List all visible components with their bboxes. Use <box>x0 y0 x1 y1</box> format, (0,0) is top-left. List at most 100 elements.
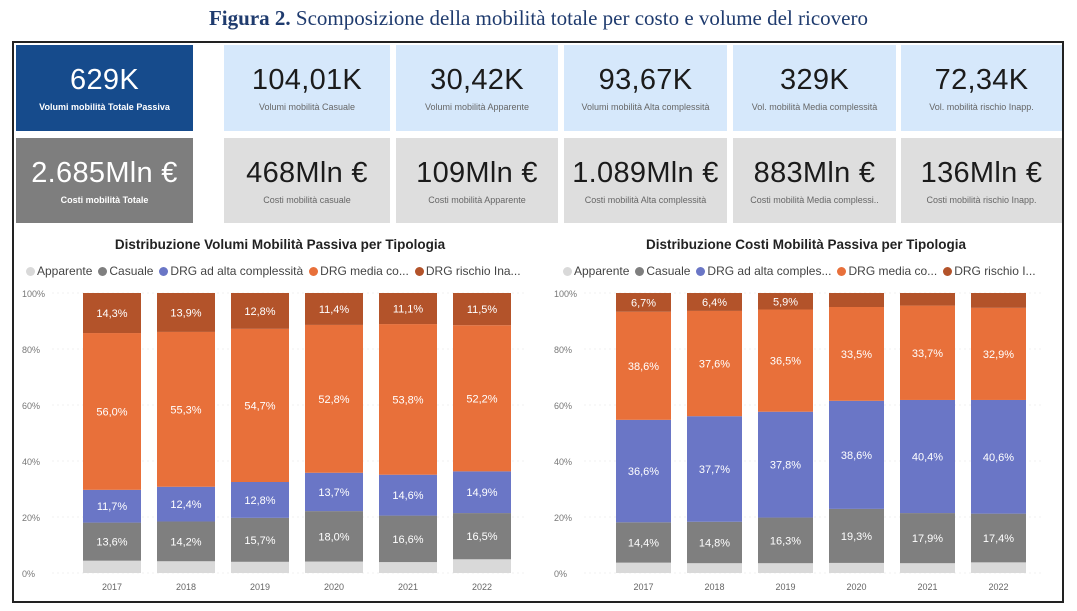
bar-segment-apparente[interactable] <box>231 561 289 573</box>
bar-segment-casuale[interactable] <box>971 513 1026 563</box>
bar-segment-drg-ad-alta-complessit[interactable] <box>453 471 511 514</box>
kpi-value: 883Mln € <box>753 156 876 189</box>
bar-segment-drg-rischio-ina[interactable] <box>305 293 363 325</box>
bar-segment-apparente[interactable] <box>305 561 363 573</box>
bar-segment-drg-media-co[interactable] <box>971 307 1026 400</box>
bar-segment-drg-rischio-ina[interactable] <box>83 293 141 334</box>
x-tick-label: 2019 <box>250 582 270 592</box>
bar-segment-drg-ad-alta-complessit[interactable] <box>305 472 363 512</box>
bar-segment-apparente[interactable] <box>157 561 215 573</box>
bar-segment-casuale[interactable] <box>305 511 363 562</box>
legend-marker-icon <box>837 266 847 276</box>
kpi-value: 468Mln € <box>246 156 368 189</box>
bar-segment-drg-ad-alta-comples[interactable] <box>616 419 671 523</box>
legend-item[interactable]: DRG ad alta comples... <box>696 264 831 278</box>
data-label: 36,5% <box>770 356 801 368</box>
bar-segment-casuale[interactable] <box>231 517 289 562</box>
legend-item[interactable]: DRG rischio I... <box>943 264 1036 278</box>
bar-segment-drg-rischio-i[interactable] <box>616 293 671 312</box>
bar-segment-apparente[interactable] <box>687 563 742 573</box>
bar-segment-drg-rischio-i[interactable] <box>758 293 813 310</box>
bar-segment-drg-rischio-i[interactable] <box>900 293 955 306</box>
x-tick-label: 2017 <box>633 582 653 592</box>
legend-item[interactable]: DRG media co... <box>837 264 937 278</box>
bar-segment-drg-ad-alta-comples[interactable] <box>829 400 884 509</box>
bar-segment-drg-ad-alta-comples[interactable] <box>900 399 955 514</box>
bar-segment-drg-rischio-ina[interactable] <box>231 293 289 329</box>
data-label: 38,6% <box>628 361 659 373</box>
bar-segment-drg-media-co[interactable] <box>616 311 671 420</box>
kpi-value: 104,01K <box>251 64 363 96</box>
bar-segment-casuale[interactable] <box>687 521 742 564</box>
data-label: 52,2% <box>466 393 497 405</box>
bar-segment-drg-ad-alta-complessit[interactable] <box>83 489 141 523</box>
figure-label: Figura 2. <box>208 6 291 30</box>
kpi-label: Costi mobilità Totale <box>60 194 149 205</box>
bar-segment-drg-media-co[interactable] <box>900 305 955 400</box>
bar-segment-apparente[interactable] <box>379 562 437 573</box>
legend-item[interactable]: DRG media co... <box>309 264 409 278</box>
data-label: 12,4% <box>170 499 201 511</box>
bar-segment-apparente[interactable] <box>971 562 1026 573</box>
legend-item[interactable]: DRG ad alta complessità <box>159 264 303 278</box>
legend-label: Apparente <box>574 264 630 278</box>
bar-segment-casuale[interactable] <box>900 513 955 564</box>
bar-segment-casuale[interactable] <box>758 517 813 564</box>
bar-segment-apparente[interactable] <box>616 562 671 573</box>
bar-segment-drg-rischio-i[interactable] <box>971 293 1026 308</box>
data-label: 32,9% <box>983 349 1014 361</box>
kpi-card-cost: 468Mln € Costi mobilità casuale <box>224 138 390 223</box>
bar-segment-drg-rischio-ina[interactable] <box>157 293 215 332</box>
legend-item[interactable]: Apparente <box>26 264 92 278</box>
bar-segment-casuale[interactable] <box>83 522 141 561</box>
legend-marker-icon <box>414 266 424 276</box>
legend-item[interactable]: Apparente <box>563 264 629 278</box>
bar-segment-casuale[interactable] <box>157 521 215 562</box>
legend-label: DRG media co... <box>848 264 938 278</box>
bar-segment-drg-ad-alta-comples[interactable] <box>971 399 1026 514</box>
bar-segment-drg-media-co[interactable] <box>231 328 289 482</box>
bar-segment-drg-ad-alta-comples[interactable] <box>758 411 813 518</box>
x-tick-label: 2020 <box>324 582 344 592</box>
bar-segment-casuale[interactable] <box>379 515 437 563</box>
bar-segment-drg-rischio-ina[interactable] <box>379 293 437 325</box>
legend-marker-icon <box>309 266 319 276</box>
bar-segment-drg-rischio-ina[interactable] <box>453 293 511 326</box>
bar-segment-apparente[interactable] <box>900 563 955 573</box>
bar-segment-apparente[interactable] <box>829 562 884 573</box>
legend-item[interactable]: Casuale <box>635 264 690 278</box>
bar-segment-casuale[interactable] <box>616 522 671 563</box>
bar-segment-apparente[interactable] <box>758 563 813 573</box>
bar-segment-casuale[interactable] <box>829 508 884 563</box>
bar-segment-apparente[interactable] <box>453 559 511 573</box>
legend-marker-icon <box>635 266 645 276</box>
bar-segment-drg-ad-alta-complessit[interactable] <box>379 474 437 516</box>
bar-segment-drg-media-co[interactable] <box>379 324 437 475</box>
data-label: 11,4% <box>319 304 350 316</box>
bar-segment-drg-media-co[interactable] <box>83 333 141 490</box>
bar-segment-drg-media-co[interactable] <box>453 325 511 472</box>
bar-segment-drg-ad-alta-complessit[interactable] <box>231 482 289 518</box>
bar-segment-drg-media-co[interactable] <box>687 310 742 417</box>
legend-item[interactable]: Casuale <box>98 264 153 278</box>
legend-item[interactable]: DRG rischio Ina... <box>414 264 521 278</box>
data-label: 40,4% <box>912 452 943 464</box>
kpi-label: Vol. mobilità rischio Inapp. <box>929 102 1034 112</box>
bar-segment-casuale[interactable] <box>453 513 511 560</box>
kpi-card-volume: 72,34K Vol. mobilità rischio Inapp. <box>901 45 1062 131</box>
bar-segment-drg-media-co[interactable] <box>829 307 884 401</box>
bar-segment-drg-ad-alta-comples[interactable] <box>687 416 742 522</box>
kpi-value: 136Mln € <box>920 156 1043 189</box>
bar-segment-drg-ad-alta-complessit[interactable] <box>157 486 215 522</box>
bar-segment-drg-rischio-i[interactable] <box>829 293 884 307</box>
bar-segment-drg-media-co[interactable] <box>305 324 363 473</box>
bar-segment-drg-media-co[interactable] <box>157 331 215 487</box>
y-tick-label: 100% <box>554 289 577 299</box>
data-label: 19,3% <box>841 531 872 543</box>
legend-marker-icon <box>26 266 35 276</box>
data-label: 16,5% <box>466 531 497 543</box>
bar-segment-apparente[interactable] <box>83 560 141 573</box>
bar-segment-drg-media-co[interactable] <box>758 309 813 412</box>
bar-segment-drg-rischio-i[interactable] <box>687 293 742 311</box>
data-label: 37,6% <box>699 359 730 371</box>
